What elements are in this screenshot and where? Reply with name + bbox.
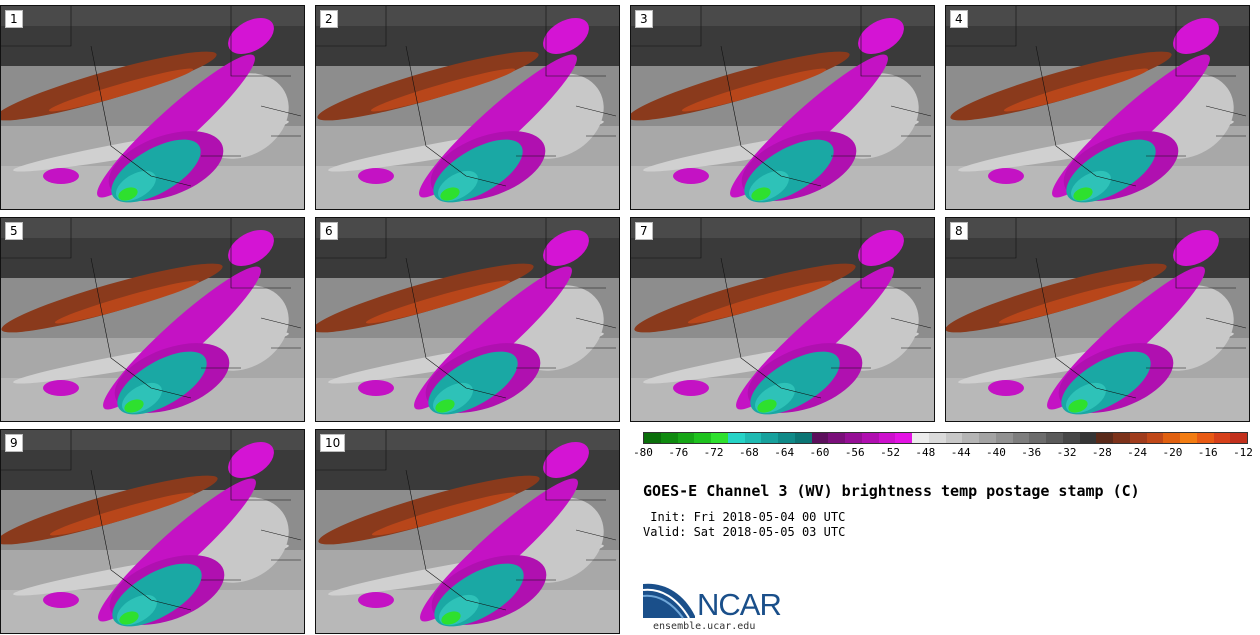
colorbar-tick-label: -48 bbox=[915, 446, 936, 459]
colorbar-segment bbox=[1062, 433, 1080, 443]
colorbar-tick-label: -64 bbox=[774, 446, 795, 459]
panel-number: 5 bbox=[5, 222, 23, 240]
panel-number: 6 bbox=[320, 222, 338, 240]
panel-number: 9 bbox=[5, 434, 23, 452]
colorbar-segment bbox=[727, 433, 745, 443]
colorbar-segment bbox=[744, 433, 762, 443]
colorbar-segment bbox=[1079, 433, 1097, 443]
colorbar-segment bbox=[1180, 433, 1197, 443]
colorbar-segment bbox=[711, 433, 728, 443]
colorbar-tick-label: -52 bbox=[880, 446, 900, 459]
colorbar-segment bbox=[895, 433, 912, 443]
panel-number: 2 bbox=[320, 10, 338, 28]
colorbar-segment bbox=[945, 433, 963, 443]
panel-number: 10 bbox=[320, 434, 346, 452]
panel-number: 8 bbox=[950, 222, 968, 240]
colorbar-segment bbox=[794, 433, 812, 443]
colorbar bbox=[643, 432, 1248, 444]
colorbar-segment bbox=[694, 433, 711, 443]
colorbar-segment bbox=[995, 433, 1013, 443]
colorbar-segment bbox=[1029, 433, 1046, 443]
colorbar-segment bbox=[1146, 433, 1164, 443]
ensemble-panel-10: 10 bbox=[315, 429, 620, 634]
colorbar-segment bbox=[1129, 433, 1147, 443]
colorbar-segment bbox=[644, 433, 661, 443]
colorbar-segment bbox=[828, 433, 845, 443]
ensemble-panel-6: 6 bbox=[315, 217, 620, 422]
colorbar-segment bbox=[1196, 433, 1214, 443]
colorbar-tick-label: -40 bbox=[986, 446, 1006, 459]
colorbar-tick-label: -80 bbox=[633, 446, 653, 459]
panel-number: 1 bbox=[5, 10, 23, 28]
colorbar-segment bbox=[1163, 433, 1180, 443]
colorbar-segment bbox=[1230, 433, 1247, 443]
colorbar-tick-label: -28 bbox=[1091, 446, 1112, 459]
panel-number: 7 bbox=[635, 222, 653, 240]
colorbar-segment bbox=[861, 433, 879, 443]
colorbar-tick-label: -32 bbox=[1056, 446, 1077, 459]
init-time: Init: Fri 2018-05-04 00 UTC bbox=[643, 510, 846, 524]
colorbar-segment bbox=[962, 433, 979, 443]
ensemble-panel-1: 1 bbox=[0, 5, 305, 210]
colorbar-tick-label: -72 bbox=[703, 446, 724, 459]
ensemble-panel-9: 9 bbox=[0, 429, 305, 634]
colorbar-tick-label: -36 bbox=[1021, 446, 1042, 459]
colorbar-segment bbox=[660, 433, 678, 443]
colorbar-tick-label: -44 bbox=[950, 446, 971, 459]
colorbar-segment bbox=[1113, 433, 1130, 443]
ensemble-panel-3: 3 bbox=[630, 5, 935, 210]
colorbar-segment bbox=[778, 433, 795, 443]
colorbar-segment bbox=[677, 433, 695, 443]
colorbar-segment bbox=[1046, 433, 1063, 443]
colorbar-tick-label: -76 bbox=[668, 446, 689, 459]
colorbar-segment bbox=[1096, 433, 1113, 443]
site-url: ensemble.ucar.edu bbox=[653, 621, 756, 632]
colorbar-tick-label: -16 bbox=[1197, 446, 1218, 459]
colorbar-tick-label: -60 bbox=[809, 446, 830, 459]
colorbar-segment bbox=[1012, 433, 1030, 443]
ensemble-panel-7: 7 bbox=[630, 217, 935, 422]
colorbar-tick-label: -24 bbox=[1127, 446, 1148, 459]
colorbar-segment bbox=[979, 433, 996, 443]
colorbar-segment bbox=[1213, 433, 1231, 443]
colorbar-tick-label: -56 bbox=[844, 446, 865, 459]
colorbar-tick-label: -20 bbox=[1162, 446, 1183, 459]
ensemble-panel-4: 4 bbox=[945, 5, 1250, 210]
panel-number: 4 bbox=[950, 10, 968, 28]
colorbar-segment bbox=[912, 433, 929, 443]
ncar-logo-text: NCAR bbox=[697, 587, 782, 622]
ensemble-panel-5: 5 bbox=[0, 217, 305, 422]
panel-number: 3 bbox=[635, 10, 653, 28]
colorbar-segment bbox=[845, 433, 862, 443]
colorbar-ticks: -80 -76 -72 -68 -64 -60 -56 -52 -48 -44 -40 -36 -32 -… bbox=[633, 446, 1253, 466]
colorbar-segment bbox=[811, 433, 829, 443]
ensemble-panel-2: 2 bbox=[315, 5, 620, 210]
colorbar-segment bbox=[878, 433, 896, 443]
valid-time: Valid: Sat 2018-05-05 03 UTC bbox=[643, 525, 846, 539]
ensemble-panel-8: 8 bbox=[945, 217, 1250, 422]
colorbar-segment bbox=[928, 433, 946, 443]
ncar-logo-icon bbox=[643, 583, 695, 619]
colorbar-segment bbox=[761, 433, 778, 443]
colorbar-tick-label: -68 bbox=[738, 446, 759, 459]
colorbar-tick-label: -12 bbox=[1233, 446, 1253, 459]
figure-title: GOES-E Channel 3 (WV) brightness temp po… bbox=[643, 482, 1140, 500]
